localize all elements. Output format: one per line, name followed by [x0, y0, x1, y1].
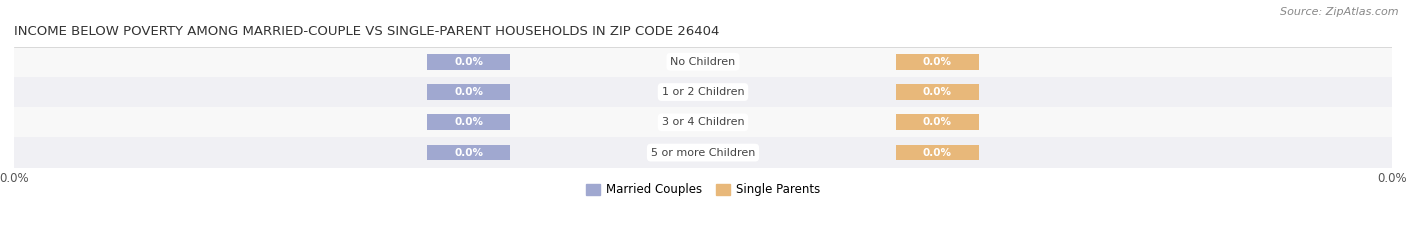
Legend: Married Couples, Single Parents: Married Couples, Single Parents: [586, 183, 820, 196]
Bar: [14, 77, 1392, 107]
Bar: [14, 107, 1392, 137]
Bar: [427, 145, 510, 161]
Bar: [896, 114, 979, 130]
Text: 0.0%: 0.0%: [454, 117, 484, 127]
Text: INCOME BELOW POVERTY AMONG MARRIED-COUPLE VS SINGLE-PARENT HOUSEHOLDS IN ZIP COD: INCOME BELOW POVERTY AMONG MARRIED-COUPL…: [14, 25, 720, 38]
Bar: [896, 84, 979, 100]
Text: 3 or 4 Children: 3 or 4 Children: [662, 117, 744, 127]
Text: 0.0%: 0.0%: [454, 148, 484, 158]
Bar: [427, 114, 510, 130]
Bar: [14, 47, 1392, 77]
Bar: [896, 54, 979, 70]
Text: 0.0%: 0.0%: [922, 117, 952, 127]
Text: 0.0%: 0.0%: [922, 148, 952, 158]
Text: 1 or 2 Children: 1 or 2 Children: [662, 87, 744, 97]
Text: 0.0%: 0.0%: [922, 87, 952, 97]
Bar: [427, 84, 510, 100]
Text: 0.0%: 0.0%: [922, 57, 952, 67]
Bar: [14, 137, 1392, 168]
Text: 0.0%: 0.0%: [454, 57, 484, 67]
Text: 5 or more Children: 5 or more Children: [651, 148, 755, 158]
Text: No Children: No Children: [671, 57, 735, 67]
Text: 0.0%: 0.0%: [454, 87, 484, 97]
Text: Source: ZipAtlas.com: Source: ZipAtlas.com: [1281, 7, 1399, 17]
Bar: [427, 54, 510, 70]
Bar: [896, 145, 979, 161]
